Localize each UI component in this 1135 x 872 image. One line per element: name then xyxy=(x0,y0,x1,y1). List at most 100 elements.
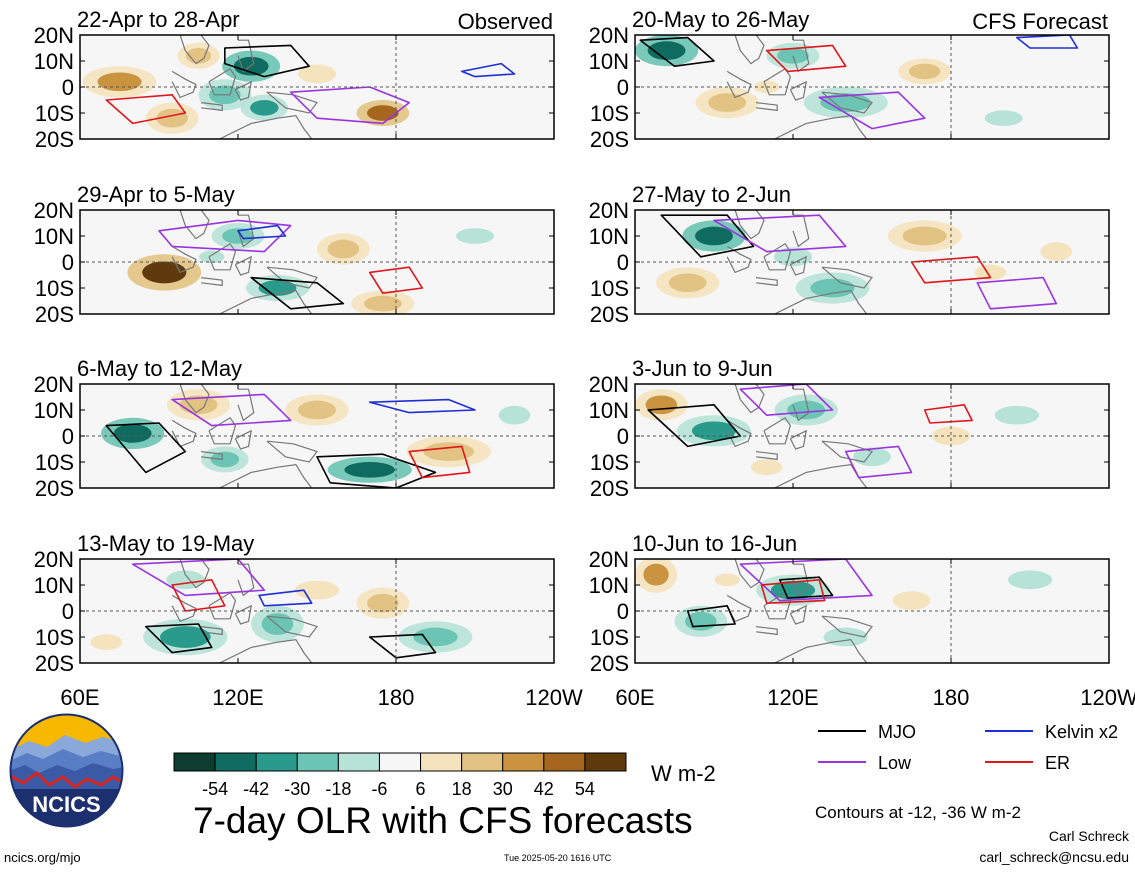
contour-mjo xyxy=(368,633,437,659)
contour-er xyxy=(368,266,424,294)
coastline xyxy=(734,384,765,414)
colorbar-bin xyxy=(255,752,298,772)
coastline xyxy=(219,289,313,314)
colorbar-bin xyxy=(543,752,586,772)
coastline xyxy=(208,591,237,620)
olr-anomaly-blob xyxy=(456,228,494,244)
lon-label: 120E xyxy=(212,685,263,710)
logo-text: NCICS xyxy=(32,792,100,817)
lat-label: 0 xyxy=(62,424,74,449)
coastline xyxy=(763,591,792,620)
olr-anomaly-blob xyxy=(160,626,211,648)
contour-note: Contours at -12, -36 W m-2 xyxy=(815,803,1021,822)
colorbar-tick-label: 30 xyxy=(493,779,513,799)
colorbar-tick-label: -54 xyxy=(202,779,228,799)
colorbar-bin xyxy=(420,752,463,772)
coastline xyxy=(792,214,810,248)
coastline xyxy=(179,559,210,589)
olr-anomaly-blob xyxy=(708,93,747,112)
lat-label: 10N xyxy=(34,49,74,74)
olr-anomaly-blob xyxy=(413,627,458,647)
lat-label: 20S xyxy=(35,476,74,501)
coastline xyxy=(821,91,873,114)
panel-tag: Observed xyxy=(458,9,553,34)
lat-label: 20N xyxy=(34,198,74,223)
contour-mjo xyxy=(647,404,742,448)
olr-anomaly-blob xyxy=(643,563,669,586)
contour-er xyxy=(910,256,992,284)
coastline xyxy=(756,102,778,112)
contour-kelvin xyxy=(258,589,313,607)
contour-mjo xyxy=(145,623,213,654)
coastline xyxy=(763,416,792,445)
olr-anomaly-blob xyxy=(668,273,707,293)
olr-anomaly-blob xyxy=(810,278,855,298)
lat-label: 0 xyxy=(617,75,629,100)
lat-label: 10S xyxy=(590,101,629,126)
coastline xyxy=(208,67,237,96)
lat-label: 20S xyxy=(590,127,629,152)
coastline xyxy=(726,594,752,623)
olr-anomaly-blob xyxy=(113,424,152,443)
olr-anomaly-blob xyxy=(908,63,941,80)
site-link[interactable]: ncics.org/mjo xyxy=(4,850,81,865)
contour-mjo xyxy=(316,453,437,488)
lon-label: 60E xyxy=(60,685,99,710)
coastline xyxy=(734,559,765,589)
olr-anomaly-blob xyxy=(97,72,142,92)
legend-label: Kelvin x2 xyxy=(1045,722,1118,742)
contour-mjo xyxy=(660,214,755,258)
olr-anomaly-blob xyxy=(774,247,812,267)
panel-tag: CFS Forecast xyxy=(972,9,1108,34)
lon-label: 120E xyxy=(767,685,818,710)
contour-low xyxy=(171,393,292,427)
olr-anomaly-blob xyxy=(1007,570,1053,590)
olr-anomaly-blob xyxy=(892,591,931,610)
olr-anomaly-blob xyxy=(647,41,686,60)
lon-label: 180 xyxy=(933,685,970,710)
coastline xyxy=(789,429,807,450)
contour-kelvin xyxy=(237,224,287,240)
colorbar-tick-label: 42 xyxy=(534,779,554,799)
timestamp: Tue 2025-05-20 1616 UTC xyxy=(504,853,612,863)
contour-er xyxy=(171,579,226,612)
contour-mjo xyxy=(686,605,736,628)
lat-label: 20N xyxy=(34,372,74,397)
coastline xyxy=(234,429,252,450)
coastline xyxy=(208,242,237,271)
lat-label: 20S xyxy=(35,127,74,152)
legend: MJO Kelvin x2 Low ER xyxy=(818,722,1118,773)
contour-mjo xyxy=(105,422,187,474)
coastline xyxy=(237,388,255,422)
lat-label: 20N xyxy=(589,23,629,48)
lon-axis: 60E 120E 180 120W 60E 120E 180 120W xyxy=(60,685,1135,710)
coastline xyxy=(201,277,223,287)
olr-anomaly-blob xyxy=(222,228,254,244)
coastline xyxy=(821,615,873,638)
contour-er xyxy=(760,579,826,604)
lon-label: 180 xyxy=(378,685,415,710)
coastline xyxy=(763,242,792,271)
lat-label: 10S xyxy=(35,101,74,126)
coastline xyxy=(774,114,868,139)
coastline xyxy=(266,440,318,463)
panel-title: 27-May to 2-Jun xyxy=(632,182,791,207)
coastline xyxy=(821,266,873,289)
coastline xyxy=(726,419,752,448)
coastline xyxy=(234,255,252,276)
contour-low xyxy=(131,559,266,597)
lat-label: 10N xyxy=(589,398,629,423)
olr-anomaly-blob xyxy=(423,442,474,461)
lat-label: 10S xyxy=(590,625,629,650)
coastline xyxy=(774,289,868,314)
coastline xyxy=(792,563,810,597)
coastline xyxy=(219,463,313,488)
coastline xyxy=(237,39,255,73)
colorbar-bin xyxy=(584,752,627,772)
lat-label: 20S xyxy=(35,302,74,327)
coastline xyxy=(179,384,210,414)
contour-kelvin xyxy=(461,62,516,78)
